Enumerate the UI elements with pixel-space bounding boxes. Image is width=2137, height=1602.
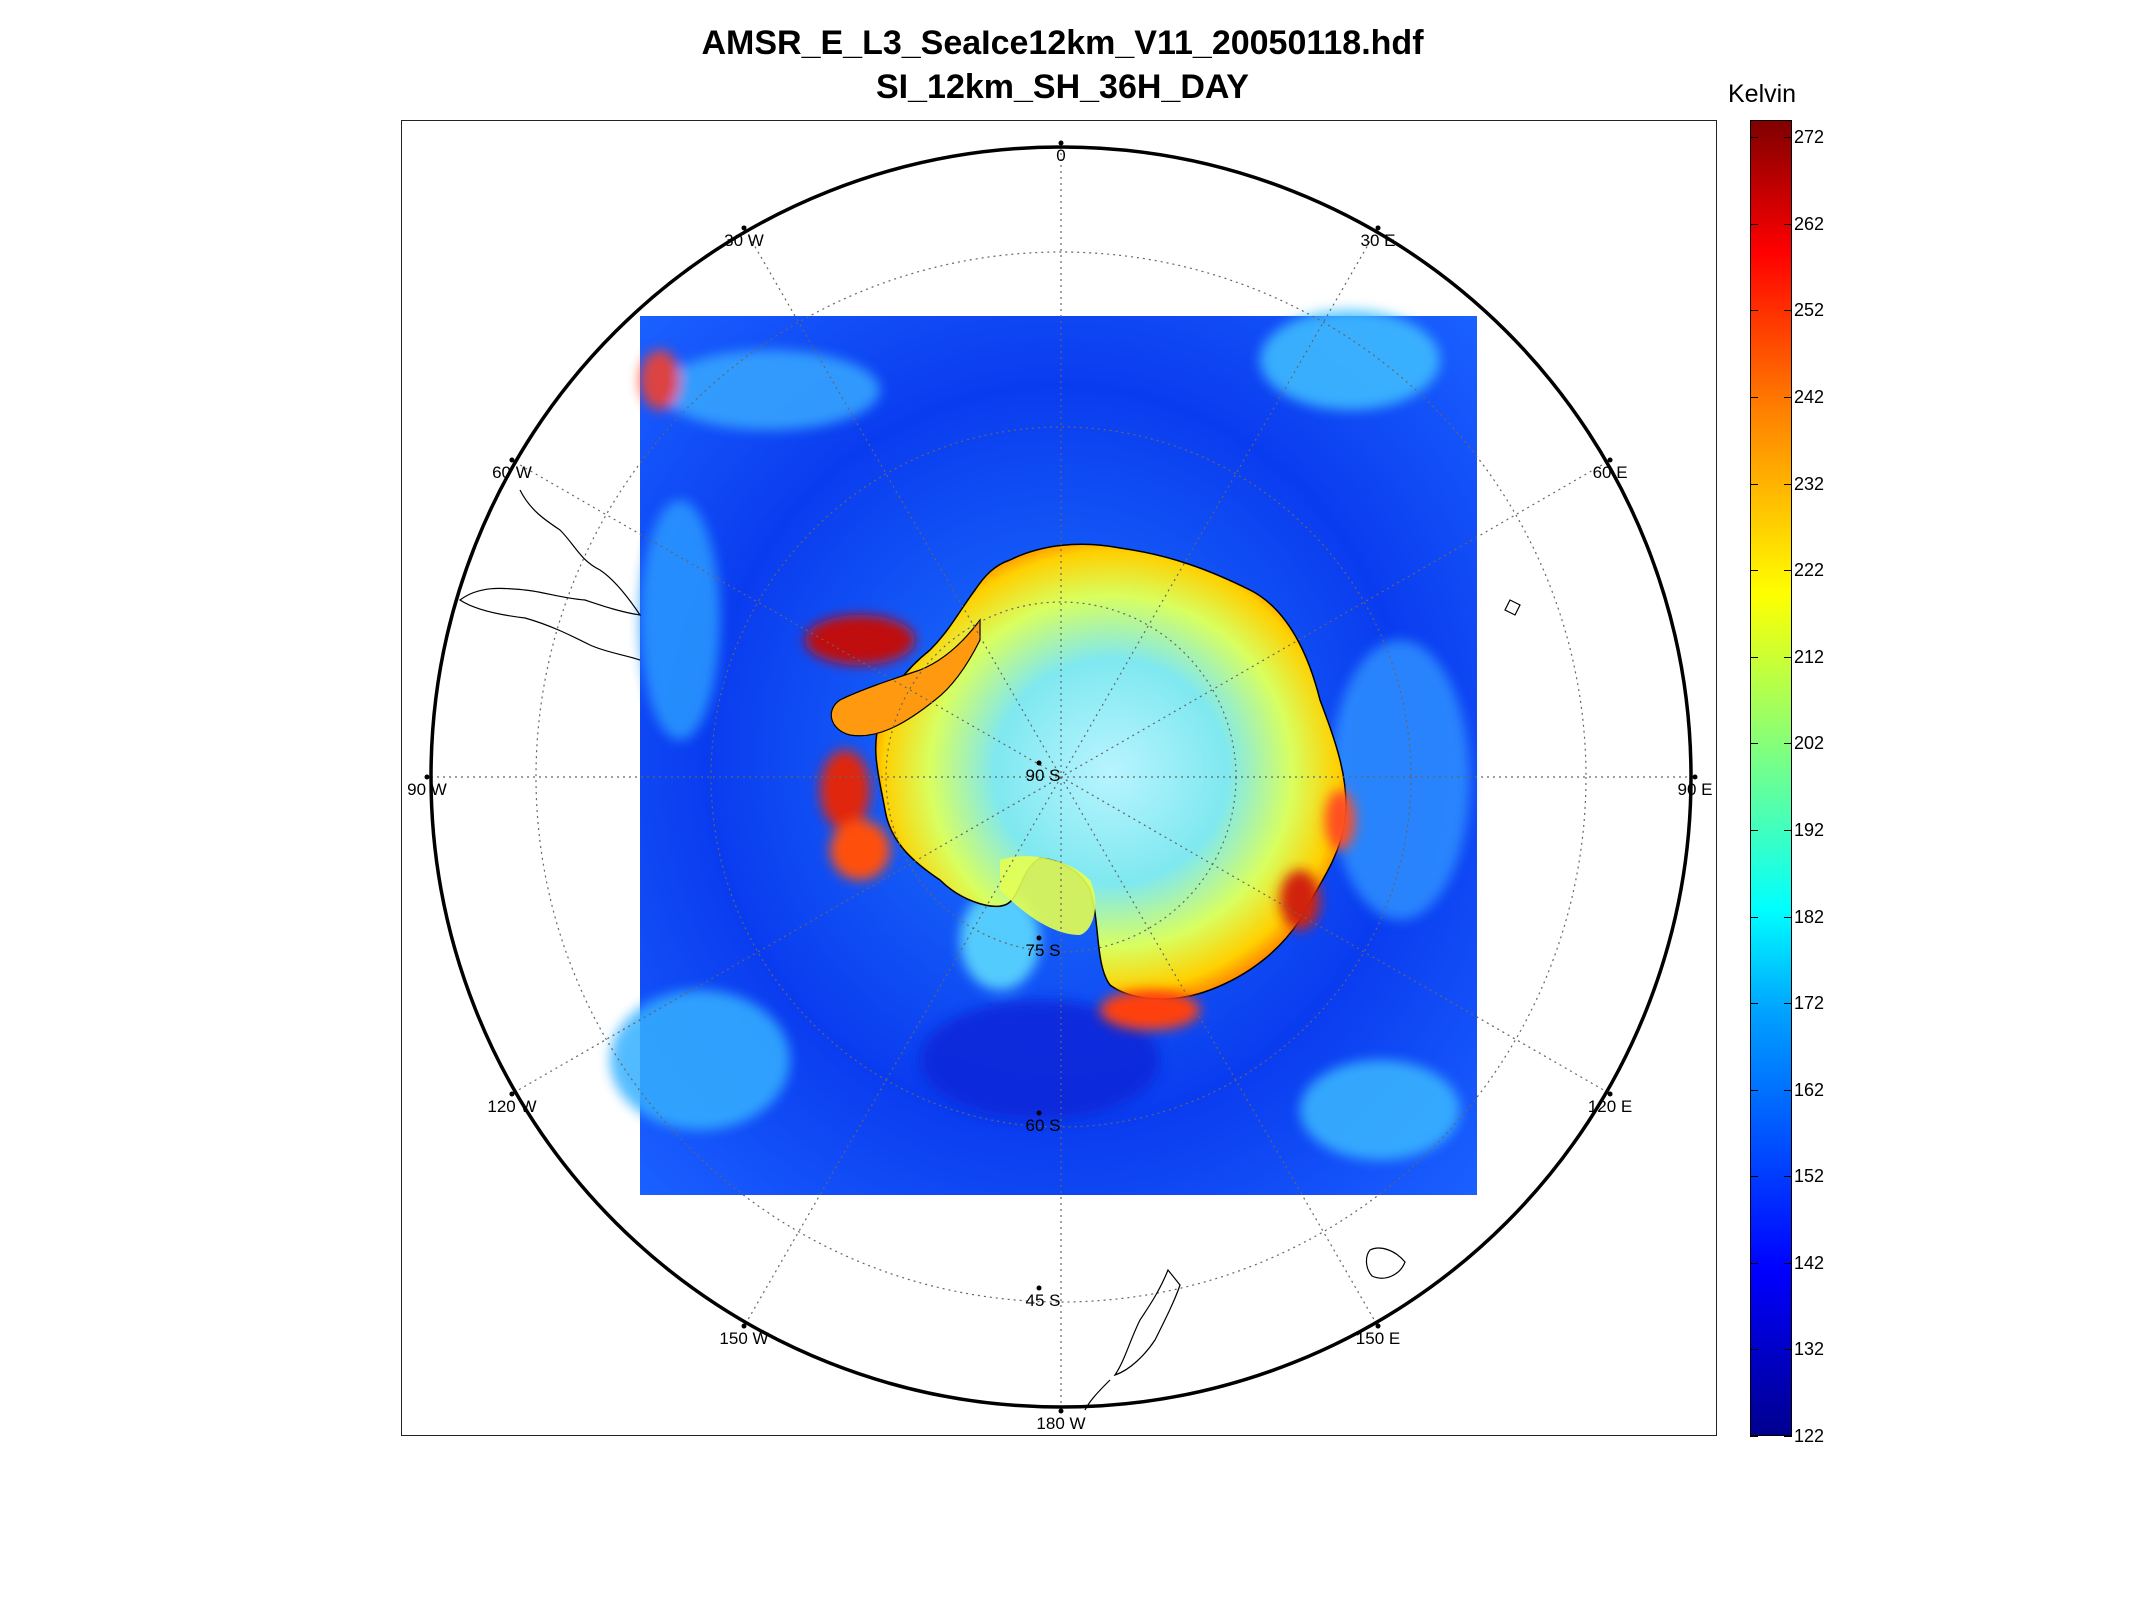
colorbar-tick-mark: [1784, 483, 1792, 485]
colorbar-tick-mark: [1750, 570, 1758, 572]
meridian-label: 60 E: [1593, 463, 1628, 482]
meridian-label: 60 W: [492, 463, 532, 482]
colorbar-tick-mark: [1750, 223, 1758, 225]
meridian-label-dot: [741, 1323, 747, 1329]
colorbar-tick-mark: [1784, 223, 1792, 225]
graticule: [431, 147, 1691, 1407]
meridian-label-dot: [1058, 1408, 1064, 1414]
meridian-label: 30 E: [1361, 231, 1396, 250]
colorbar: [1750, 120, 1792, 1436]
colorbar-tick-mark: [1784, 656, 1792, 658]
map-subtitle: SI_12km_SH_36H_DAY: [876, 68, 1249, 106]
meridian-label-dot: [1607, 457, 1613, 463]
colorbar-tick-mark: [1784, 1176, 1792, 1178]
plot-frame: [401, 120, 1717, 1436]
parallel-label: 60 S: [1026, 1116, 1061, 1135]
colorbar-tick-mark: [1784, 1349, 1792, 1351]
colorbar-tick-mark: [1750, 1089, 1758, 1091]
colorbar-tick-label: 172: [1794, 993, 1825, 1014]
colorbar-tick-mark: [1750, 1349, 1758, 1351]
colorbar-tick-label: 132: [1794, 1339, 1825, 1360]
colorbar-tick-mark: [1784, 137, 1792, 139]
meridian-label: 120 W: [487, 1097, 536, 1116]
parallel-label: 45 S: [1026, 1291, 1061, 1310]
colorbar-tick-label: 272: [1794, 127, 1825, 148]
tasmania-outline: [1365, 1247, 1406, 1279]
colorbar-tick-mark: [1750, 829, 1758, 831]
colorbar-tick-mark: [1750, 483, 1758, 485]
parallel-label-dot: [1036, 1285, 1042, 1291]
colorbar-tick-mark: [1784, 1089, 1792, 1091]
colorbar-tick-mark: [1750, 1003, 1758, 1005]
colorbar-tick-label: 122: [1794, 1426, 1825, 1446]
meridian-label-dot: [1375, 225, 1381, 231]
colorbar-tick-mark: [1750, 1436, 1758, 1437]
meridian-label-dot: [741, 225, 747, 231]
meridian-label-dot: [1692, 774, 1698, 780]
colorbar-tick-label: 212: [1794, 646, 1825, 667]
new-zealand-outline: [1084, 1268, 1181, 1411]
meridian-label-dot: [1607, 1091, 1613, 1097]
colorbar-tick-mark: [1784, 1003, 1792, 1005]
colorbar-tick-mark: [1784, 570, 1792, 572]
meridian-label: 180 W: [1036, 1414, 1085, 1433]
south-america-outline: [458, 489, 642, 661]
colorbar-tick-mark: [1750, 397, 1758, 399]
meridian-label: 120 E: [1588, 1097, 1632, 1116]
parallel-label-dot: [1036, 935, 1042, 941]
meridian-label-dot: [1058, 140, 1064, 146]
meridian-label-dot: [509, 457, 515, 463]
colorbar-tick-label: 142: [1794, 1252, 1825, 1273]
parallel-label-dot: [1036, 1110, 1042, 1116]
kerguelen-outline: [1504, 599, 1521, 616]
parallel-45s: [535, 251, 1587, 1303]
map-title: AMSR_E_L3_SeaIce12km_V11_20050118.hdf: [701, 24, 1424, 62]
colorbar-tick-mark: [1784, 397, 1792, 399]
colorbar-tick-mark: [1784, 916, 1792, 918]
meridian-label-dot: [509, 1091, 515, 1097]
meridian-label: 150 W: [719, 1329, 768, 1348]
colorbar-tick-mark: [1784, 1262, 1792, 1264]
parallel-label-dot: [1036, 760, 1042, 766]
meridian-label-dot: [424, 774, 430, 780]
colorbar-tick-mark: [1784, 310, 1792, 312]
meridian-label: 90 E: [1678, 780, 1713, 799]
parallel-labels: 90 S 75 S 60 S 45 S: [1026, 760, 1061, 1310]
meridian-label: 30 W: [724, 231, 764, 250]
meridian-label-dot: [1375, 1323, 1381, 1329]
colorbar-tick-mark: [1784, 829, 1792, 831]
map-boundary-circle: [429, 145, 1693, 1409]
colorbar-tick-label: 262: [1794, 213, 1825, 234]
colorbar-tick-mark: [1750, 656, 1758, 658]
colorbar-tick-mark: [1750, 310, 1758, 312]
ross-ice-shelf-shape: [1000, 856, 1096, 935]
colorbar-tick-label: 242: [1794, 387, 1825, 408]
colorbar-unit-label: Kelvin: [1728, 80, 1797, 108]
meridian-label: 90 W: [407, 780, 447, 799]
parallel-label: 75 S: [1026, 941, 1061, 960]
colorbar-tick-label: 222: [1794, 560, 1825, 581]
ocean-texture: [610, 310, 1470, 1160]
colorbar-tick-mark: [1750, 743, 1758, 745]
warm-coastal-ice: [805, 615, 1355, 1030]
meridian-label: 0: [1056, 146, 1065, 165]
colorbar-tick-label: 192: [1794, 819, 1825, 840]
colorbar-tick-label: 182: [1794, 906, 1825, 927]
colorbar-tick-label: 162: [1794, 1079, 1825, 1100]
colorbar-tick-mark: [1750, 1262, 1758, 1264]
colorbar-tick-mark: [1750, 137, 1758, 139]
colorbar-tick-label: 152: [1794, 1166, 1825, 1187]
colorbar-tick-label: 252: [1794, 300, 1825, 321]
colorbar-tick-mark: [1750, 1176, 1758, 1178]
colorbar-tick-mark: [1784, 743, 1792, 745]
colorbar-tick-mark: [1784, 1436, 1792, 1437]
meridian-labels: 0 30 E 60 E 90 E 120 E 150 E 180 W 150 W 120 W 90…: [407, 140, 1713, 1433]
meridian-label: 150 E: [1356, 1329, 1400, 1348]
colorbar-tick-label: 202: [1794, 733, 1825, 754]
meridian-60w-120e: [514, 461, 1608, 1093]
colorbar-tick-mark: [1750, 916, 1758, 918]
parallel-label: 90 S: [1026, 766, 1061, 785]
colorbar-tick-label: 232: [1794, 473, 1825, 494]
